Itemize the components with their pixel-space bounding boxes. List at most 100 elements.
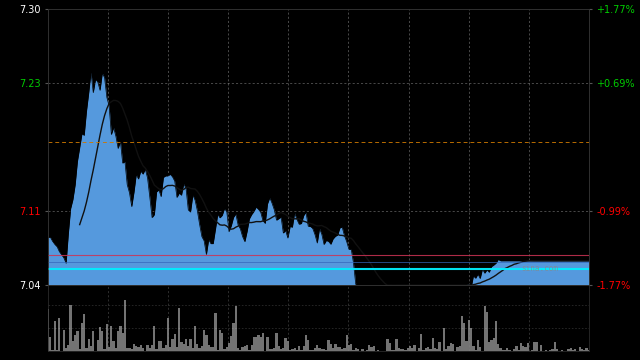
Bar <box>495 321 497 351</box>
Bar <box>169 347 172 351</box>
Bar <box>203 330 205 351</box>
Bar <box>396 339 397 351</box>
Bar <box>241 347 244 351</box>
Bar <box>406 348 409 351</box>
Bar <box>221 333 223 351</box>
Bar <box>76 330 79 351</box>
Bar <box>115 348 117 351</box>
Bar <box>339 347 341 351</box>
Bar <box>135 346 138 351</box>
Bar <box>106 324 108 351</box>
Bar <box>332 348 334 351</box>
Bar <box>567 349 570 351</box>
Bar <box>253 337 255 351</box>
Bar <box>83 314 85 351</box>
Bar <box>470 328 472 351</box>
Bar <box>223 348 226 351</box>
Bar <box>260 337 262 351</box>
Bar <box>182 345 185 351</box>
Bar <box>486 311 488 351</box>
Bar <box>153 326 156 351</box>
Bar <box>388 342 391 351</box>
Bar <box>570 348 572 351</box>
Bar <box>142 348 144 351</box>
Bar <box>348 345 350 351</box>
Bar <box>180 342 182 351</box>
Bar <box>250 345 253 351</box>
Bar <box>287 341 289 351</box>
Bar <box>219 330 221 351</box>
Bar <box>581 349 583 351</box>
Bar <box>377 350 380 351</box>
Bar <box>244 346 246 351</box>
Bar <box>47 309 49 351</box>
Bar <box>513 349 515 351</box>
Bar <box>445 350 447 351</box>
Bar <box>172 339 173 351</box>
Bar <box>126 348 129 351</box>
Bar <box>463 323 465 351</box>
Bar <box>108 347 110 351</box>
Bar <box>49 337 51 351</box>
Bar <box>312 350 314 351</box>
Bar <box>465 341 468 351</box>
Bar <box>230 336 232 351</box>
Bar <box>418 347 420 351</box>
Bar <box>493 338 495 351</box>
Bar <box>330 344 332 351</box>
Bar <box>461 316 463 351</box>
Bar <box>334 344 337 351</box>
Bar <box>291 349 294 351</box>
Bar <box>402 348 404 351</box>
Bar <box>164 345 167 351</box>
Bar <box>148 348 151 351</box>
Bar <box>189 339 192 351</box>
Bar <box>518 350 520 351</box>
Bar <box>502 350 504 351</box>
Bar <box>393 350 396 351</box>
Bar <box>257 335 260 351</box>
Bar <box>561 350 563 351</box>
Bar <box>371 347 372 351</box>
Bar <box>420 334 422 351</box>
Bar <box>176 347 178 351</box>
Bar <box>101 331 104 351</box>
Bar <box>574 349 577 351</box>
Bar <box>438 342 440 351</box>
Bar <box>54 321 56 351</box>
Bar <box>431 338 434 351</box>
Bar <box>472 346 474 351</box>
Bar <box>173 334 176 351</box>
Bar <box>583 350 586 351</box>
Bar <box>520 343 522 351</box>
Bar <box>63 330 65 351</box>
Bar <box>289 350 291 351</box>
Bar <box>239 350 241 351</box>
Bar <box>110 326 113 351</box>
Bar <box>79 349 81 351</box>
Bar <box>269 349 271 351</box>
Bar <box>90 346 92 351</box>
Bar <box>422 350 425 351</box>
Bar <box>210 347 212 351</box>
Bar <box>447 346 450 351</box>
Bar <box>536 342 538 351</box>
Bar <box>321 349 323 351</box>
Bar <box>307 340 309 351</box>
Bar <box>479 347 481 351</box>
Bar <box>427 347 429 351</box>
Bar <box>246 345 248 351</box>
Bar <box>275 333 278 351</box>
Bar <box>303 346 305 351</box>
Bar <box>309 350 312 351</box>
Bar <box>163 348 164 351</box>
Bar <box>545 350 547 351</box>
Bar <box>341 349 343 351</box>
Bar <box>56 350 58 351</box>
Bar <box>540 345 543 351</box>
Bar <box>556 349 558 351</box>
Bar <box>572 350 574 351</box>
Bar <box>506 348 508 351</box>
Bar <box>273 347 275 351</box>
Bar <box>70 305 72 351</box>
